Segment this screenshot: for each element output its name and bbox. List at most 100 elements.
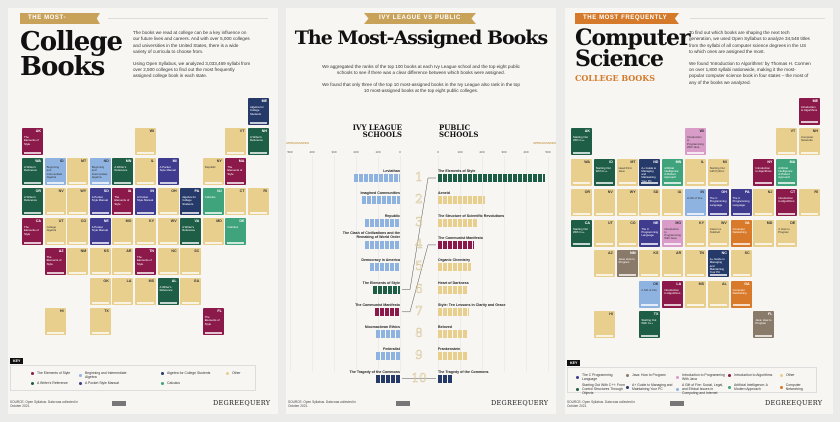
tile-strip	[755, 334, 773, 337]
intro-paragraph: We found 'Introduction to Algorithms' by…	[689, 60, 811, 85]
tile-strip	[618, 243, 636, 245]
state-abbr: NH	[261, 129, 267, 133]
legend-item: A+ Guide to Managing and Maintaining You…	[626, 383, 677, 391]
ivy-book-label: The Communist Manifesto	[355, 302, 400, 307]
ivy-bar	[364, 240, 400, 249]
divider	[690, 18, 825, 19]
source-note: SOURCE: Open Syllabus. Data was collecte…	[10, 400, 79, 408]
state-tile-ne: NE The C Programming Language	[639, 219, 661, 247]
book-title: A Writer's Reference	[159, 285, 173, 293]
ivy-bar	[374, 307, 400, 316]
gridline	[482, 156, 483, 372]
tile-strip	[732, 273, 750, 276]
state-tile-mi: MI Starting Out with Python	[707, 158, 729, 186]
legend-item: Java: How to Program	[626, 373, 666, 377]
book-title: Starting Out With C++	[641, 318, 657, 326]
state-abbr: AL	[171, 279, 177, 283]
state-abbr: NE	[103, 219, 109, 223]
state-tile-ia: IA The Elements of Style	[112, 188, 134, 215]
state-abbr: AL	[722, 281, 727, 286]
ivy-bar	[375, 330, 400, 339]
legend-swatch	[626, 385, 629, 389]
rank-number: 2	[415, 192, 423, 207]
state-abbr: SD	[653, 190, 659, 194]
state-abbr: CT	[239, 189, 245, 193]
tile-strip	[641, 243, 659, 245]
legend-item: Computer Networking	[780, 383, 816, 391]
book-title: Starting Out With C++	[573, 135, 588, 143]
legend-swatch	[31, 381, 34, 385]
book-title: Algebra for College Students	[250, 105, 264, 116]
state-tile-ms: MS	[135, 278, 156, 305]
rank-connector	[402, 177, 436, 290]
state-abbr: KY	[699, 220, 704, 225]
tile-strip	[204, 331, 222, 334]
header-line: IVY LEAGUE	[352, 123, 402, 132]
state-tile-in: IN A Gift of Fire	[685, 189, 706, 216]
state-tile-nc: NC A+ Guide to Managing and Maintaining Y…	[707, 250, 729, 277]
legend-label: Beginning and Intermediate Algebra	[85, 371, 127, 379]
state-tile-in: IN A Pocket Style Manual	[135, 188, 156, 215]
book-title: The Elements of Style	[137, 255, 152, 266]
state-tile-il: IL	[135, 158, 156, 185]
state-tile-wv: WV	[157, 218, 179, 245]
tile-strip	[664, 182, 682, 184]
state-abbr: MD	[766, 220, 773, 225]
public-bar	[438, 352, 468, 361]
computer-science-panel: THE MOST FREQUENTLY ASSIGNED Computer Sc…	[565, 8, 833, 414]
state-abbr: OR	[584, 190, 590, 194]
state-abbr: CA	[35, 219, 41, 223]
state-abbr: TN	[699, 251, 704, 255]
state-abbr: NJ	[217, 189, 222, 193]
tile-strip	[709, 304, 727, 306]
book-title: A Pocket Style Manual	[91, 195, 108, 203]
tile-strip	[69, 271, 87, 274]
tile-strip	[664, 243, 682, 245]
state-tile-ak: AK Starting Out With C++	[571, 128, 592, 155]
tile-strip	[24, 211, 41, 214]
ivy-book-label: Federalist	[383, 347, 400, 352]
state-tile-va: VA Computer Networking	[730, 219, 752, 247]
x-tick-label: 400	[523, 150, 529, 154]
state-tile-la: LA Introduction to Algorithms	[662, 280, 684, 308]
gridline	[548, 156, 549, 372]
state-abbr: GA	[744, 281, 750, 286]
state-abbr: UT	[608, 220, 613, 225]
ivy-bar	[364, 218, 400, 227]
legend-item: A Gift of Fire: Social, Legal, and Ethic…	[676, 383, 727, 395]
ivy-book-label: The Tragedy of the Commons	[349, 369, 400, 374]
state-abbr: MA	[238, 159, 245, 163]
legend-swatch	[161, 381, 164, 385]
legend-item: The Elements of Style	[31, 371, 70, 375]
tile-strip	[801, 212, 818, 215]
state-tile-pa: PA Algebra for College Students	[180, 188, 202, 215]
tile-strip	[732, 304, 750, 306]
x-tick-label: 500	[545, 150, 551, 154]
tile-strip	[137, 241, 154, 244]
intro-paragraph: We aggregated the ranks of the top 100 b…	[322, 64, 520, 76]
rank-number: 1	[415, 170, 423, 185]
state-abbr: WA	[35, 159, 41, 163]
tile-strip	[801, 121, 818, 123]
ivy-column-header: IVY LEAGUE SCHOOLS	[348, 124, 402, 138]
intro-paragraph: We found that only three of the top 10 m…	[322, 81, 520, 94]
tile-strip	[618, 273, 636, 276]
public-bar	[438, 218, 478, 227]
tile-strip	[69, 211, 87, 214]
ivy-book-label: The Clash of Civilizations and the Remak…	[342, 230, 400, 239]
tile-strip	[69, 181, 87, 184]
public-bar	[438, 240, 475, 249]
state-tile-ri: RI	[799, 189, 820, 216]
ivy-bar	[361, 196, 400, 205]
legend-swatch	[676, 375, 679, 379]
tile-strip	[114, 271, 132, 274]
legend-label: Starting Out With C++: From Control Stru…	[582, 383, 625, 395]
state-tile-co: CO	[616, 219, 638, 247]
state-abbr: NJ	[767, 190, 773, 194]
intro: To find out which books are shaping the …	[689, 30, 811, 91]
state-tile-id: ID Starting Out With C++	[593, 158, 615, 186]
tile-strip	[114, 241, 132, 244]
state-tile-al: AL	[707, 280, 729, 308]
book-title: Introduction to Algorithms	[755, 165, 772, 173]
tile-strip	[159, 181, 177, 184]
